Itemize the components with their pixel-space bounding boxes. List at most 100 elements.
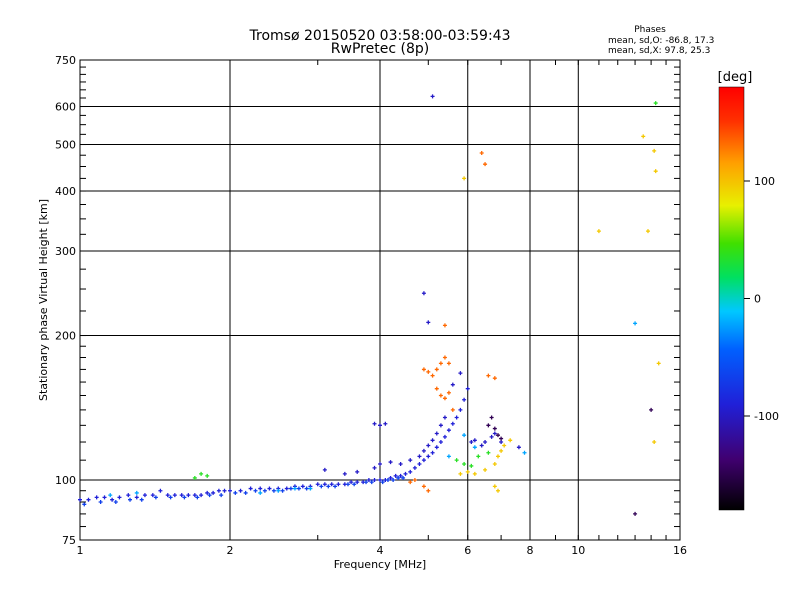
colorbar	[718, 86, 745, 511]
data-point	[300, 484, 305, 489]
data-point	[139, 497, 144, 502]
data-point	[426, 369, 431, 374]
data-point	[483, 440, 488, 445]
data-point	[652, 440, 657, 445]
data-point	[199, 493, 204, 498]
data-point	[417, 461, 422, 466]
data-point	[408, 458, 413, 463]
data-point	[233, 490, 238, 495]
data-point	[153, 495, 158, 500]
data-point	[479, 443, 484, 448]
data-point	[355, 480, 360, 485]
y-tick-label: 200	[55, 330, 76, 343]
data-point	[383, 421, 388, 426]
y-tick-label: 75	[62, 534, 76, 547]
data-point	[421, 448, 426, 453]
data-point	[98, 499, 103, 504]
data-point	[248, 486, 253, 491]
data-point	[446, 361, 451, 366]
data-point	[426, 488, 431, 493]
x-tick-label: 2	[227, 544, 234, 557]
x-axis-label: Frequency [MHz]	[334, 558, 426, 571]
data-point	[172, 493, 177, 498]
data-point	[262, 488, 267, 493]
colorbar-ticks: 100 0 -100	[744, 175, 779, 423]
data-point	[205, 490, 210, 495]
data-point	[322, 482, 327, 487]
data-point	[426, 443, 431, 448]
data-point	[219, 493, 224, 498]
data-point	[378, 423, 382, 428]
data-point	[117, 495, 122, 500]
data-point	[342, 471, 347, 476]
data-point	[489, 434, 494, 439]
data-point	[633, 321, 638, 326]
data-point	[450, 421, 455, 426]
y-tick-label: 500	[55, 139, 76, 152]
data-point	[412, 478, 417, 483]
data-point	[182, 495, 187, 500]
data-point	[158, 488, 163, 493]
data-point	[442, 323, 447, 328]
data-point	[380, 480, 385, 485]
data-point	[82, 502, 87, 507]
data-point	[393, 473, 398, 478]
data-point	[446, 390, 451, 395]
data-point	[462, 433, 467, 438]
data-point	[128, 497, 133, 502]
data-point	[134, 495, 139, 500]
data-point	[442, 355, 447, 360]
y-tick-label: 300	[55, 245, 76, 258]
data-point	[462, 461, 467, 466]
data-points	[78, 94, 661, 516]
data-point	[326, 484, 331, 489]
chart-title: Tromsø 20150520 03:58:00-03:59:43	[249, 28, 511, 44]
data-point	[192, 475, 197, 480]
data-point	[150, 493, 155, 498]
data-point	[345, 482, 350, 487]
x-tick-label: 4	[377, 544, 384, 557]
data-point	[438, 393, 443, 398]
data-point	[86, 497, 91, 502]
data-point	[398, 473, 403, 478]
data-point	[483, 467, 488, 472]
data-point	[430, 94, 435, 99]
data-point	[258, 490, 263, 495]
data-point	[430, 438, 435, 443]
data-point	[421, 291, 426, 296]
x-tick-label: 10	[571, 544, 585, 557]
data-point	[492, 376, 497, 381]
data-point	[94, 495, 99, 500]
data-point	[304, 486, 309, 491]
y-axis-ticks: 75 100 200 300 400 500 600 750	[55, 54, 680, 547]
data-point	[458, 371, 463, 376]
data-point	[502, 443, 507, 448]
data-point	[102, 495, 107, 500]
data-point	[454, 458, 459, 463]
data-point	[438, 423, 443, 428]
y-tick-label: 750	[55, 54, 76, 67]
data-point	[596, 229, 601, 234]
data-point	[486, 423, 491, 428]
data-point	[434, 386, 439, 391]
data-point	[522, 450, 527, 455]
data-point	[333, 484, 338, 489]
data-point	[243, 490, 248, 495]
data-point	[649, 407, 654, 412]
data-point	[469, 463, 474, 468]
data-point	[336, 482, 341, 487]
data-point	[207, 493, 212, 498]
data-point	[134, 490, 139, 495]
data-point	[508, 438, 513, 443]
data-point	[108, 493, 113, 498]
data-point	[292, 486, 297, 491]
data-point	[385, 478, 390, 483]
data-point	[499, 436, 504, 441]
data-point	[216, 488, 221, 493]
data-point	[403, 471, 408, 476]
chart-subtitle: RwPretec (8p)	[331, 41, 429, 57]
data-point	[205, 473, 210, 478]
data-point	[388, 460, 393, 465]
data-point	[430, 373, 435, 378]
data-point	[489, 415, 494, 420]
